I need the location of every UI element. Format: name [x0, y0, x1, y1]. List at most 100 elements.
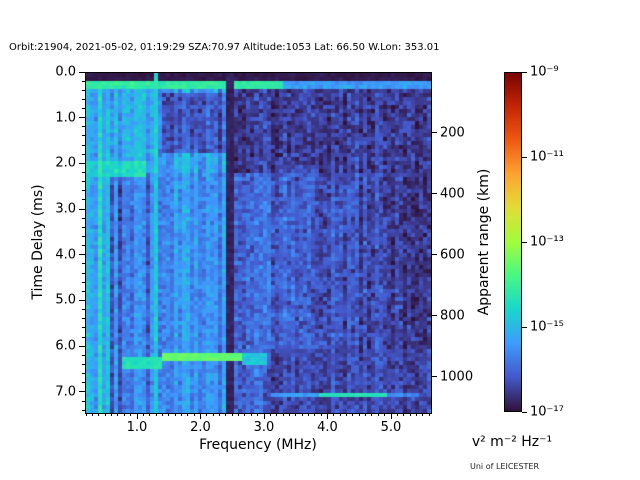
y-axis-label-right: Apparent range (km) — [476, 168, 492, 316]
x-axis-tick — [327, 413, 328, 419]
x-axis-minor-tick — [365, 413, 367, 416]
colorbar-tick — [522, 411, 527, 413]
x-axis-minor-tick — [422, 413, 424, 416]
x-axis-minor-tick — [161, 413, 163, 416]
right-tick-label: 1000 — [440, 369, 474, 385]
x-axis-minor-tick — [231, 413, 233, 416]
right-axis-tick — [432, 254, 437, 256]
x-axis-minor-tick — [225, 413, 227, 416]
colorbar-tick-label: 10⁻⁹ — [530, 64, 559, 80]
colorbar-tick — [522, 326, 527, 328]
colorbar-tick — [522, 71, 527, 73]
x-axis-tick — [390, 413, 392, 419]
x-axis-minor-tick — [276, 413, 278, 416]
x-tick-label: 5.0 — [380, 420, 402, 435]
x-axis-minor-tick — [403, 413, 405, 416]
x-axis-minor-tick — [415, 413, 417, 416]
y-tick-label: 7.0 — [55, 384, 76, 400]
y-tick-label: 2.0 — [55, 155, 76, 171]
y-axis-minor-tick — [82, 281, 85, 283]
credit-label: Uni of LEICESTER — [470, 462, 540, 471]
x-axis-minor-tick — [180, 413, 182, 416]
x-axis-minor-tick — [428, 413, 430, 416]
x-axis-minor-tick — [269, 413, 271, 416]
y-axis-minor-tick — [82, 89, 85, 91]
x-axis-minor-tick — [320, 413, 322, 416]
y-tick-label: 0.0 — [55, 64, 76, 80]
x-axis-minor-tick — [250, 413, 252, 416]
y-axis-minor-tick — [82, 236, 85, 238]
colorbar-tick — [522, 156, 527, 158]
y-axis-minor-tick — [82, 400, 85, 402]
x-axis-minor-tick — [187, 413, 189, 416]
x-axis-minor-tick — [212, 413, 214, 416]
y-axis-minor-tick — [82, 144, 85, 146]
x-axis-minor-tick — [85, 413, 87, 416]
y-axis-minor-tick — [82, 80, 85, 82]
right-axis-tick — [432, 132, 437, 134]
right-tick-label: 200 — [440, 125, 465, 141]
x-axis-minor-tick — [98, 413, 100, 416]
x-axis-minor-tick — [257, 413, 259, 416]
y-axis-minor-tick — [82, 172, 85, 174]
y-tick-label: 3.0 — [55, 201, 76, 217]
x-axis-minor-tick — [206, 413, 208, 416]
x-axis-minor-tick — [111, 413, 113, 416]
x-axis-minor-tick — [193, 413, 195, 416]
x-axis-minor-tick — [219, 413, 221, 416]
y-axis-minor-tick — [82, 290, 85, 292]
x-axis-tick — [263, 413, 265, 419]
x-tick-label: 1.0 — [126, 420, 148, 435]
x-axis-minor-tick — [288, 413, 290, 416]
y-axis-minor-tick — [82, 327, 85, 329]
plot-title: Orbit:21904, 2021-05-02, 01:19:29 SZA:70… — [9, 42, 440, 53]
colorbar-tick-label: 10⁻¹¹ — [530, 149, 564, 165]
colorbar-tick-label: 10⁻¹³ — [530, 234, 564, 250]
x-axis-minor-tick — [384, 413, 386, 416]
y-axis-minor-tick — [82, 98, 85, 100]
y-axis-tick — [79, 162, 85, 164]
right-axis-tick — [432, 315, 437, 317]
heatmap-canvas — [86, 73, 431, 413]
x-axis-minor-tick — [396, 413, 398, 416]
y-tick-label: 1.0 — [55, 110, 76, 126]
colorbar-tick-label: 10⁻¹⁵ — [530, 319, 564, 335]
y-axis-minor-tick — [82, 409, 85, 411]
x-axis-minor-tick — [314, 413, 316, 416]
y-axis-tick — [79, 299, 85, 301]
y-axis-tick — [79, 71, 85, 73]
x-axis-tick — [200, 413, 201, 419]
x-axis-minor-tick — [238, 413, 240, 416]
x-axis-minor-tick — [358, 413, 360, 416]
x-axis-minor-tick — [333, 413, 335, 416]
y-axis-minor-tick — [82, 245, 85, 247]
y-axis-tick — [79, 117, 85, 119]
x-axis-minor-tick — [123, 413, 125, 416]
y-axis-minor-tick — [82, 226, 85, 228]
y-axis-minor-tick — [82, 217, 85, 219]
y-axis-minor-tick — [82, 190, 85, 192]
x-axis-minor-tick — [174, 413, 176, 416]
y-axis-minor-tick — [82, 336, 85, 338]
plot-area — [85, 72, 432, 414]
y-axis-tick — [79, 254, 85, 256]
y-axis-minor-tick — [82, 373, 85, 375]
y-axis-label-left: Time Delay (ms) — [30, 184, 46, 300]
right-tick-label: 800 — [440, 308, 465, 324]
x-axis-minor-tick — [301, 413, 303, 416]
y-axis-minor-tick — [82, 382, 85, 384]
y-axis-minor-tick — [82, 363, 85, 365]
x-axis-minor-tick — [92, 413, 94, 416]
y-axis-minor-tick — [82, 272, 85, 274]
y-axis-minor-tick — [82, 354, 85, 356]
y-axis-minor-tick — [82, 135, 85, 137]
right-axis-tick — [432, 193, 437, 195]
x-axis-minor-tick — [244, 413, 246, 416]
x-axis-minor-tick — [339, 413, 341, 416]
x-axis-minor-tick — [295, 413, 297, 416]
x-axis-minor-tick — [168, 413, 170, 416]
x-axis-minor-tick — [117, 413, 119, 416]
y-axis-minor-tick — [82, 318, 85, 320]
x-axis-label: Frequency (MHz) — [199, 437, 317, 453]
